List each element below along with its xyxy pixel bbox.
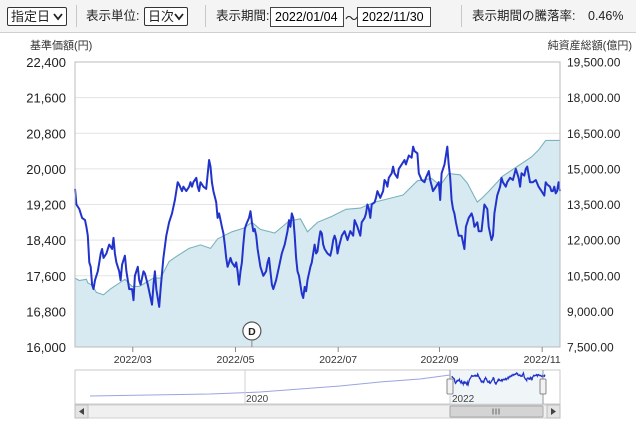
dividend-marker-circle (242, 321, 262, 341)
left-tick-label: 16,000 (26, 340, 66, 355)
right-axis: 19,500.00 18,000.00 16,500.00 15,000.00 13,5… (567, 56, 621, 355)
right-tick-label: 19,500.00 (567, 56, 621, 70)
x-tick-label: 2022/11 (524, 354, 561, 366)
change-label: 表示期間の騰落率: (472, 9, 576, 23)
arrow-right-icon (551, 408, 556, 415)
left-axis: 22,400 21,600 20,800 20,000 19,200 18,400 17,6… (26, 55, 66, 355)
navigator-selection[interactable] (450, 370, 543, 404)
right-tick-label: 10,500.00 (567, 269, 621, 283)
x-tick-label: 2022/03 (114, 354, 152, 366)
toolbar-divider (205, 5, 206, 27)
toolbar-divider (76, 5, 77, 27)
left-tick-label: 20,000 (26, 162, 66, 177)
x-tick-label: 2022/05 (216, 354, 254, 366)
x-tick-label: 2022/07 (319, 354, 357, 366)
x-axis: 2022/03 2022/05 2022/07 2022/09 2022/11 (114, 347, 561, 366)
right-tick-label: 18,000.00 (567, 91, 621, 105)
chart-toolbar: 指定日 表示単位: 日次 表示期間: 〜 表示期間の騰落率: 0.46% (0, 0, 636, 33)
dividend-marker-label: D (248, 326, 256, 338)
navigator-overview-line (89, 374, 451, 397)
left-tick-label: 18,400 (26, 233, 66, 248)
arrow-left-icon (79, 408, 84, 415)
navigator-scrollbar[interactable] (74, 404, 561, 419)
right-tick-label: 13,500.00 (567, 198, 621, 212)
navigator-year-label: 2022 (452, 394, 475, 405)
scrollbar-grip-icon (492, 408, 500, 415)
x-tick-label: 2022/09 (420, 354, 458, 366)
dividend-marker[interactable]: D (242, 321, 262, 347)
left-tick-label: 20,800 (26, 126, 66, 141)
left-tick-label: 22,400 (26, 55, 66, 70)
navigator-detail-line (451, 371, 546, 387)
right-tick-label: 12,000.00 (567, 234, 621, 248)
price-series (74, 145, 561, 308)
unit-select[interactable]: 日次 (144, 7, 188, 26)
plot-area (74, 61, 561, 348)
unit-label: 表示単位: (86, 9, 140, 23)
navigator-year-label: 2020 (246, 394, 269, 405)
right-axis-title: 純資産総額(億円) (548, 38, 632, 52)
right-tick-label: 9,000.00 (567, 305, 614, 319)
date-from-input[interactable] (270, 7, 344, 27)
range-mode-select[interactable]: 指定日 (7, 7, 67, 26)
left-tick-label: 21,600 (26, 91, 66, 106)
period-label: 表示期間: (216, 9, 270, 23)
range-mode-value: 指定日 (11, 9, 51, 24)
left-tick-label: 19,200 (26, 198, 66, 213)
change-value: 0.46% (588, 9, 624, 23)
chevron-down-icon (53, 13, 63, 21)
right-tick-label: 7,500.00 (567, 341, 614, 355)
right-tick-label: 15,000.00 (567, 162, 621, 176)
range-navigator: 2020 2022 (74, 369, 561, 405)
toolbar-divider (461, 5, 462, 27)
left-tick-label: 17,600 (26, 269, 66, 284)
unit-select-value: 日次 (148, 9, 175, 24)
left-tick-label: 16,800 (26, 304, 66, 319)
chevron-down-icon (174, 13, 184, 21)
price-line (74, 145, 561, 308)
right-tick-label: 16,500.00 (567, 127, 621, 141)
price-chart: 基準価額(円) 純資産総額(億円) 22,400 21,600 20,800 20,0… (26, 38, 632, 419)
navigator-handle-right[interactable] (539, 378, 547, 395)
date-to-input[interactable] (357, 7, 431, 27)
date-separator: 〜 (345, 11, 359, 26)
left-axis-title: 基準価額(円) (30, 38, 92, 52)
nav-line (74, 139, 560, 296)
navigator-handle-left[interactable] (446, 378, 454, 395)
